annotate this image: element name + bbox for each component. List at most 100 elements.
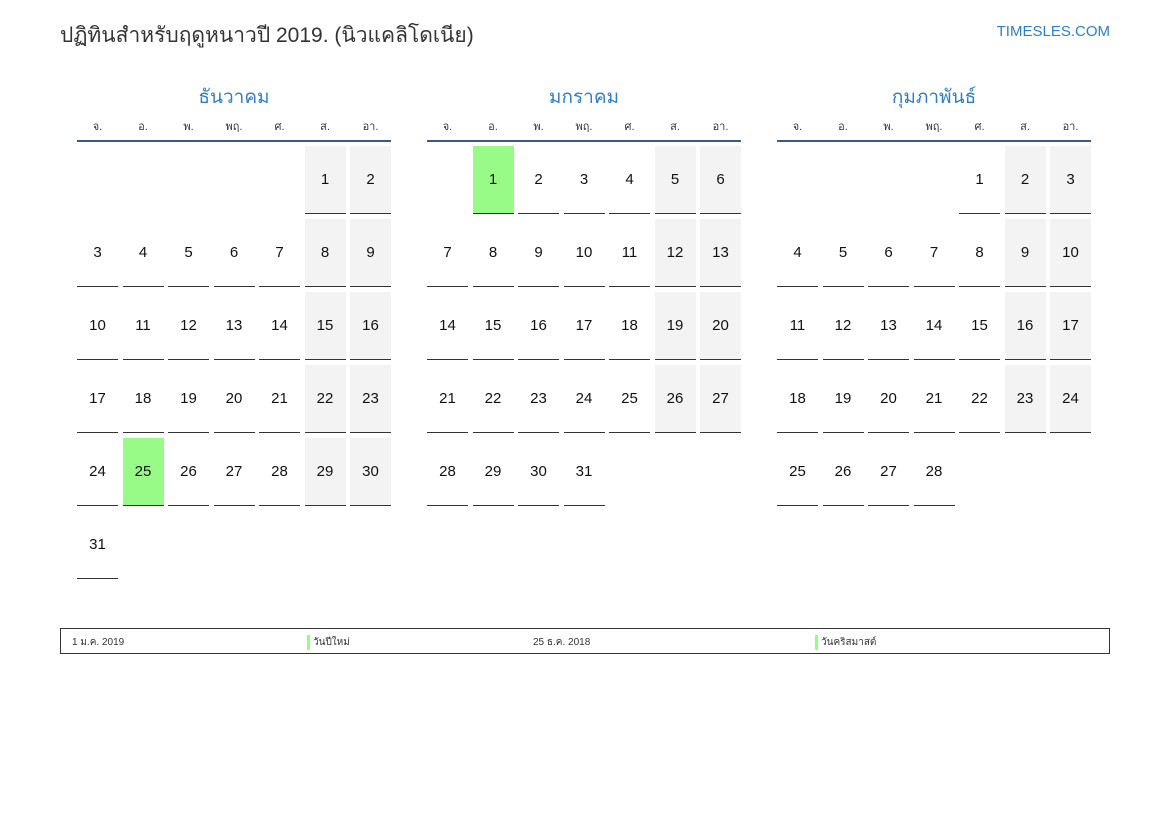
- day-cell[interactable]: 20: [700, 292, 741, 360]
- day-cell[interactable]: 1: [959, 146, 1000, 214]
- day-cell[interactable]: 12: [822, 292, 864, 360]
- day-cell[interactable]: 10: [1050, 219, 1091, 287]
- day-cell[interactable]: 9: [518, 219, 559, 287]
- day-cell[interactable]: 5: [168, 219, 209, 287]
- weekday-label: ศ.: [624, 121, 635, 133]
- day-cell[interactable]: 12: [168, 292, 209, 360]
- day-cell[interactable]: 25: [122, 438, 164, 506]
- day-cell[interactable]: 17: [77, 365, 118, 433]
- day-cell[interactable]: 22: [304, 365, 346, 433]
- day-cell[interactable]: 2: [518, 146, 559, 214]
- day-cell[interactable]: 21: [259, 365, 300, 433]
- day-cell[interactable]: 10: [563, 219, 605, 287]
- day-cell[interactable]: 14: [259, 292, 300, 360]
- day-cell[interactable]: 15: [304, 292, 346, 360]
- day-cell[interactable]: 19: [168, 365, 209, 433]
- day-cell[interactable]: 13: [700, 219, 741, 287]
- day-cell[interactable]: 1: [472, 146, 514, 214]
- day-cell[interactable]: 14: [913, 292, 955, 360]
- day-cell[interactable]: 24: [1050, 365, 1091, 433]
- day-cell[interactable]: 29: [304, 438, 346, 506]
- day-cell[interactable]: 25: [609, 365, 650, 433]
- day-cell[interactable]: 26: [822, 438, 864, 506]
- day-cell[interactable]: 7: [913, 219, 955, 287]
- day-cell[interactable]: 3: [77, 219, 118, 287]
- day-cell[interactable]: 27: [700, 365, 741, 433]
- day-cell[interactable]: 17: [563, 292, 605, 360]
- day-cell[interactable]: 8: [304, 219, 346, 287]
- day-cell[interactable]: 21: [427, 365, 468, 433]
- day-cell[interactable]: 11: [777, 292, 818, 360]
- day-cell[interactable]: 27: [868, 438, 909, 506]
- day-cell[interactable]: 18: [777, 365, 818, 433]
- day-cell[interactable]: 16: [350, 292, 391, 360]
- day-cell[interactable]: 30: [518, 438, 559, 506]
- day-cell[interactable]: 9: [350, 219, 391, 287]
- day-cell[interactable]: 6: [700, 146, 741, 214]
- day-cell[interactable]: 24: [77, 438, 118, 506]
- day-cell[interactable]: 1: [304, 146, 346, 214]
- day-cell[interactable]: 4: [777, 219, 818, 287]
- day-cell[interactable]: 5: [822, 219, 864, 287]
- day-cell[interactable]: 17: [1050, 292, 1091, 360]
- day-cell[interactable]: 7: [259, 219, 300, 287]
- holiday-legend: 1 ม.ค. 2019 วันปีใหม่ 25 ธ.ค. 2018 วันคร…: [60, 628, 1110, 654]
- page-title: ปฏิทินสำหรับฤดูหนาวปี 2019. (นิวแคลิโดเน…: [60, 24, 474, 47]
- day-cell[interactable]: 31: [563, 438, 605, 506]
- empty-cell: [259, 146, 300, 213]
- day-cell[interactable]: 19: [822, 365, 864, 433]
- day-cell[interactable]: 13: [213, 292, 255, 360]
- day-cell[interactable]: 25: [777, 438, 818, 506]
- empty-cell: [168, 146, 209, 213]
- day-cell[interactable]: 2: [1004, 146, 1046, 214]
- brand-link[interactable]: TIMESLES.COM: [996, 23, 1110, 40]
- day-cell[interactable]: 26: [168, 438, 209, 506]
- day-cell[interactable]: 9: [1004, 219, 1046, 287]
- day-cell[interactable]: 3: [563, 146, 605, 214]
- day-cell[interactable]: 16: [1004, 292, 1046, 360]
- day-cell[interactable]: 28: [913, 438, 955, 506]
- day-cell[interactable]: 16: [518, 292, 559, 360]
- day-cell[interactable]: 14: [427, 292, 468, 360]
- day-cell[interactable]: 20: [868, 365, 909, 433]
- day-cell[interactable]: 24: [563, 365, 605, 433]
- day-cell[interactable]: 15: [959, 292, 1000, 360]
- weekday-label: พ.: [533, 121, 544, 133]
- day-cell[interactable]: 4: [122, 219, 164, 287]
- day-cell[interactable]: 28: [259, 438, 300, 506]
- day-grid: 1 2 3 4 5 6 7 8 9 10 11 12 13 14 15 16 17 18 19 20 21 22 23 24 2…: [777, 146, 1091, 506]
- day-cell[interactable]: 7: [427, 219, 468, 287]
- day-cell[interactable]: 18: [122, 365, 164, 433]
- day-cell[interactable]: 12: [654, 219, 696, 287]
- day-cell[interactable]: 26: [654, 365, 696, 433]
- day-cell[interactable]: 3: [1050, 146, 1091, 214]
- day-cell[interactable]: 2: [350, 146, 391, 214]
- day-cell[interactable]: 18: [609, 292, 650, 360]
- day-cell[interactable]: 21: [913, 365, 955, 433]
- day-cell[interactable]: 22: [959, 365, 1000, 433]
- day-cell[interactable]: 20: [213, 365, 255, 433]
- day-cell[interactable]: 11: [122, 292, 164, 360]
- day-cell[interactable]: 29: [472, 438, 514, 506]
- day-cell[interactable]: 27: [213, 438, 255, 506]
- day-cell[interactable]: 10: [77, 292, 118, 360]
- day-cell[interactable]: 6: [213, 219, 255, 287]
- day-cell[interactable]: 8: [472, 219, 514, 287]
- day-cell[interactable]: 4: [609, 146, 650, 214]
- weekday-label: พ.: [183, 121, 194, 133]
- day-cell[interactable]: 8: [959, 219, 1000, 287]
- day-cell[interactable]: 23: [350, 365, 391, 433]
- day-cell[interactable]: 11: [609, 219, 650, 287]
- day-cell[interactable]: 28: [427, 438, 468, 506]
- day-cell[interactable]: 13: [868, 292, 909, 360]
- day-cell[interactable]: 31: [77, 511, 118, 579]
- day-cell[interactable]: 23: [1004, 365, 1046, 433]
- day-cell[interactable]: 6: [868, 219, 909, 287]
- day-cell[interactable]: 15: [472, 292, 514, 360]
- day-cell[interactable]: 19: [654, 292, 696, 360]
- day-cell[interactable]: 23: [518, 365, 559, 433]
- day-cell[interactable]: 30: [350, 438, 391, 506]
- day-cell[interactable]: 5: [654, 146, 696, 214]
- month-name: มกราคม: [548, 87, 620, 108]
- day-cell[interactable]: 22: [472, 365, 514, 433]
